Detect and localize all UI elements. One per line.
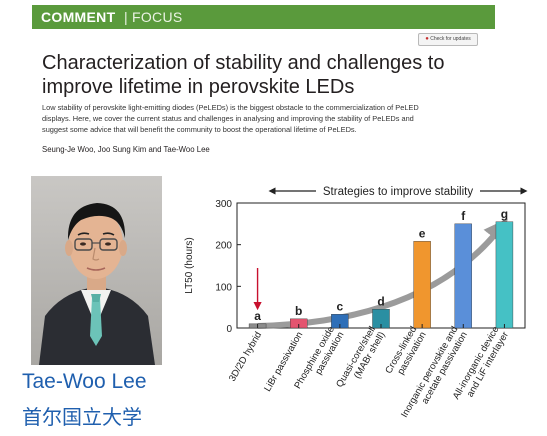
article-abstract: Low stability of perovskite light-emitti… — [42, 102, 512, 135]
check-for-updates-icon: ● — [425, 36, 429, 42]
bar-e — [413, 241, 431, 329]
y-tick-label: 300 — [215, 199, 232, 210]
y-tick-label: 0 — [226, 324, 232, 335]
bar-g — [495, 221, 514, 329]
y-tick-label: 200 — [215, 241, 232, 252]
x-tick-label: 3D/2D hybrid — [227, 330, 264, 384]
bar-letter-g: g — [501, 207, 508, 221]
bar-letter-a: a — [254, 309, 261, 323]
author-photo — [31, 176, 162, 365]
abstract-line: suggest some advice that will benefit th… — [42, 125, 357, 134]
portrait-image — [31, 176, 162, 365]
bar-letter-c: c — [337, 299, 344, 313]
title-line: improve lifetime in perovskite LEDs — [42, 76, 355, 98]
portrait-affiliation: 首尔国立大学 — [22, 405, 142, 429]
abstract-line: displays. Here, we cover the current sta… — [42, 114, 414, 123]
portrait-name: Tae-Woo Lee — [22, 370, 147, 393]
section-banner: COMMENT | FOCUS — [32, 5, 495, 29]
abstract-line: Low stability of perovskite light-emitti… — [42, 103, 419, 112]
section-label: COMMENT — [41, 9, 116, 25]
chart-title: Strategies to improve stability — [323, 186, 473, 198]
lt50-bar-chart: Strategies to improve stability 0 100 200 30… — [184, 186, 528, 420]
bar-letter-b: b — [295, 304, 302, 318]
y-tick-label: 100 — [215, 282, 232, 293]
title-line: Characterization of stability and challe… — [42, 52, 445, 74]
check-for-updates-label: Check for updates — [430, 36, 471, 42]
bar-letter-e: e — [419, 226, 426, 240]
author-list: Seung-Je Woo, Joo Sung Kim and Tae-Woo L… — [42, 145, 210, 154]
check-for-updates-button[interactable]: ● Check for updates — [418, 33, 478, 46]
subsection-label: FOCUS — [132, 9, 183, 25]
y-axis-label: LT50 (hours) — [184, 237, 195, 294]
bar-f — [454, 223, 472, 329]
banner-separator: | — [124, 9, 128, 25]
bar-letter-f: f — [461, 209, 466, 223]
x-tick-label-line: 3D/2D hybrid — [227, 330, 264, 384]
article-title: Characterization of stability and challe… — [42, 51, 502, 99]
bar-letter-d: d — [377, 294, 384, 308]
